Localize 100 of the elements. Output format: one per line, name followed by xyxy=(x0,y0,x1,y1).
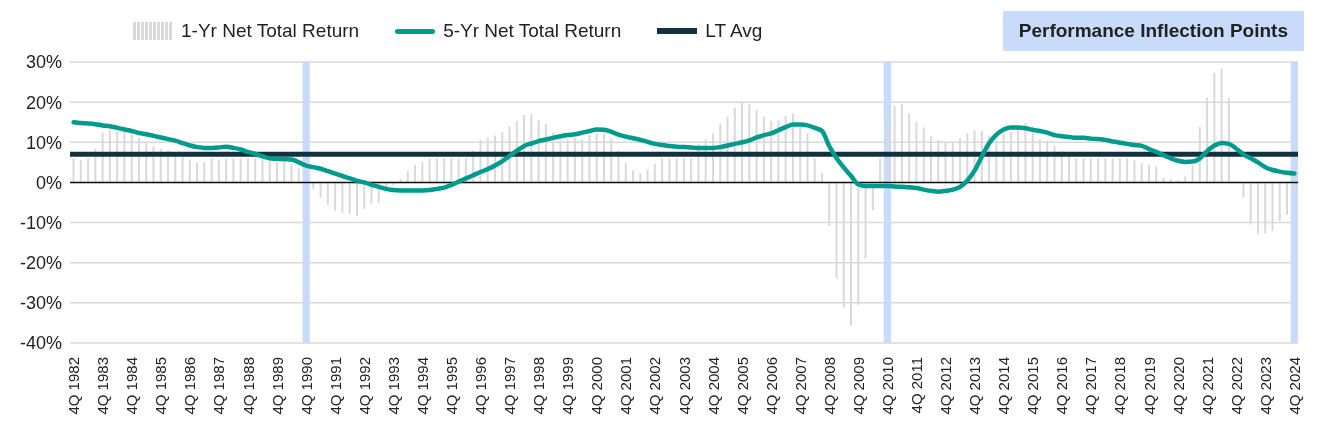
bar xyxy=(203,162,206,183)
bar xyxy=(1082,158,1085,183)
x-tick-label: 4Q 2017 xyxy=(1082,357,1100,415)
bar xyxy=(435,158,438,183)
x-tick-label: 4Q 1984 xyxy=(123,357,141,415)
bar xyxy=(406,171,409,183)
x-tick-label: 4Q 2011 xyxy=(908,357,926,414)
bar xyxy=(87,158,90,183)
x-tick-label: 4Q 2002 xyxy=(646,357,664,415)
x-tick-label: 4Q 2007 xyxy=(791,357,809,415)
x-tick-label: 4Q 2000 xyxy=(588,357,606,415)
x-tick-label: 4Q 2012 xyxy=(937,357,955,415)
x-tick-label: 4Q 1999 xyxy=(559,357,577,415)
y-tick-label: -10% xyxy=(19,212,62,233)
bar xyxy=(217,159,220,183)
bar xyxy=(261,158,264,183)
x-tick-label: 4Q 1995 xyxy=(442,357,460,415)
y-tick-label: 20% xyxy=(25,92,62,113)
bar xyxy=(1293,182,1296,192)
y-tick-label: 0% xyxy=(35,172,62,193)
bar xyxy=(348,182,351,214)
bar xyxy=(690,158,693,183)
bar xyxy=(661,158,664,183)
bar xyxy=(1075,158,1078,183)
bar xyxy=(341,182,344,213)
bar xyxy=(668,158,671,183)
bar xyxy=(1104,158,1107,183)
x-tick-label: 4Q 2022 xyxy=(1227,357,1245,415)
x-tick-label: 4Q 2020 xyxy=(1169,357,1187,415)
x-tick-label: 4Q 2015 xyxy=(1024,357,1042,415)
x-tick-label: 4Q 2016 xyxy=(1053,357,1071,415)
bar xyxy=(312,182,315,189)
x-tick-label: 4Q 2021 xyxy=(1198,357,1216,415)
x-tick-label: 4Q 1991 xyxy=(326,357,344,415)
bar xyxy=(653,163,656,183)
y-tick-label: -30% xyxy=(19,293,62,314)
x-tick-label: 4Q 1987 xyxy=(210,357,228,415)
bar xyxy=(196,162,199,183)
bar xyxy=(246,158,249,183)
x-tick-label: 4Q 1990 xyxy=(297,357,315,415)
x-tick-label: 4Q 1989 xyxy=(268,357,286,415)
x-tick-label: 4Q 2003 xyxy=(675,357,693,415)
bar xyxy=(334,182,337,211)
bar xyxy=(225,158,228,183)
bar xyxy=(1184,176,1187,183)
bar xyxy=(443,158,446,183)
bar xyxy=(210,158,213,183)
x-tick-label: 4Q 2009 xyxy=(849,357,867,415)
bar xyxy=(297,168,300,183)
bar xyxy=(276,162,278,183)
y-tick-label: -40% xyxy=(19,333,62,354)
bar xyxy=(1147,164,1150,183)
bar xyxy=(1097,158,1100,183)
x-tick-label: 4Q 1997 xyxy=(501,357,519,415)
bar xyxy=(1133,160,1136,183)
bar xyxy=(682,158,685,183)
bar xyxy=(1286,182,1289,215)
bar xyxy=(1177,180,1180,183)
bar xyxy=(254,158,257,183)
x-tick-label: 4Q 2001 xyxy=(617,357,635,415)
x-tick-label: 4Q 1994 xyxy=(413,357,431,415)
bar xyxy=(1155,166,1158,183)
bar xyxy=(1242,182,1245,198)
x-tick-label: 4Q 2023 xyxy=(1256,357,1274,415)
bar xyxy=(319,182,322,198)
x-tick-label: 4Q 2008 xyxy=(820,357,838,415)
bar xyxy=(624,162,627,183)
bar xyxy=(1111,158,1114,183)
bar xyxy=(639,173,642,183)
x-tick-label: 4Q 2010 xyxy=(878,357,896,415)
bar xyxy=(428,158,431,183)
legend-label: Performance Inflection Points xyxy=(1018,11,1304,51)
x-tick-label: 4Q 2006 xyxy=(762,357,780,415)
line-series xyxy=(71,119,1297,194)
bar xyxy=(450,158,453,183)
x-tick-label: 4Q 1996 xyxy=(472,357,490,415)
bar xyxy=(632,170,635,183)
bar xyxy=(268,160,271,183)
legend-label: 5-Yr Net Total Return xyxy=(443,20,622,42)
bar xyxy=(326,182,329,205)
x-tick-label: 4Q 1988 xyxy=(239,357,257,415)
bar xyxy=(813,158,816,183)
bar xyxy=(181,156,184,183)
bar xyxy=(188,159,191,183)
x-tick-label: 4Q 1982 xyxy=(65,357,83,415)
bar xyxy=(879,158,882,183)
x-tick-label: 4Q 2024 xyxy=(1285,357,1303,415)
bar xyxy=(239,158,242,183)
x-tick-label: 4Q 2013 xyxy=(966,357,984,415)
legend-label: 1-Yr Net Total Return xyxy=(181,20,360,42)
bar xyxy=(355,182,358,217)
y-tick-label: 10% xyxy=(25,132,62,153)
bar xyxy=(1126,158,1129,183)
bar xyxy=(646,169,649,183)
x-tick-label: 4Q 2005 xyxy=(733,357,751,415)
x-tick-label: 4Q 1998 xyxy=(530,357,548,415)
bar xyxy=(232,158,235,183)
x-tick-label: 4Q 2018 xyxy=(1111,357,1129,415)
bar xyxy=(283,162,286,183)
bar xyxy=(1191,164,1194,183)
